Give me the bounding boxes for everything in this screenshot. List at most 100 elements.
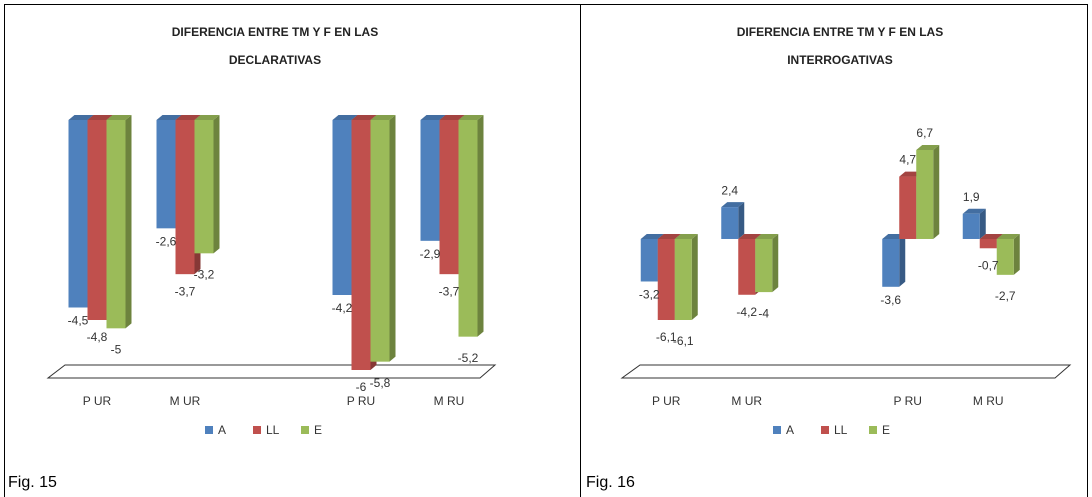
data-label: -0,7 bbox=[978, 258, 999, 272]
bar-top bbox=[68, 115, 94, 120]
bar bbox=[755, 238, 773, 293]
bar-side bbox=[1013, 233, 1020, 275]
bar-side bbox=[738, 202, 745, 239]
bar-top bbox=[721, 202, 745, 208]
panel bbox=[580, 4, 1088, 497]
bar bbox=[721, 207, 739, 239]
bar bbox=[351, 120, 371, 370]
legend-label: A bbox=[786, 423, 794, 437]
bar-top bbox=[106, 115, 132, 120]
x-tick-label: M UR bbox=[170, 394, 201, 408]
bar-top bbox=[194, 115, 220, 120]
data-label: -3,2 bbox=[639, 288, 660, 302]
bar bbox=[175, 120, 195, 275]
x-tick-label: P UR bbox=[652, 394, 681, 408]
bar-top bbox=[420, 115, 446, 120]
bar bbox=[194, 120, 214, 254]
bar bbox=[439, 120, 459, 275]
bar bbox=[738, 238, 756, 295]
bar bbox=[979, 238, 997, 249]
bar bbox=[899, 176, 917, 239]
chart-floor bbox=[46, 364, 497, 379]
data-label: -4,5 bbox=[68, 314, 89, 328]
data-label: -5 bbox=[111, 343, 122, 357]
bar-side bbox=[125, 115, 132, 329]
x-tick-label: P RU bbox=[347, 394, 375, 408]
bar-side bbox=[772, 233, 779, 293]
bar bbox=[996, 238, 1014, 275]
legend-label: E bbox=[314, 423, 322, 437]
data-label: 4,7 bbox=[899, 153, 916, 167]
bar-side bbox=[691, 233, 698, 320]
legend-label: LL bbox=[266, 423, 280, 437]
bar-top bbox=[156, 115, 182, 120]
legend-label: A bbox=[218, 423, 226, 437]
bar-side bbox=[389, 115, 396, 362]
figure-caption: Fig. 16 bbox=[586, 474, 635, 491]
bar bbox=[882, 238, 900, 287]
data-label: -5,8 bbox=[370, 376, 391, 390]
bar bbox=[370, 120, 390, 362]
bar-top bbox=[439, 115, 465, 120]
x-tick-label: P UR bbox=[83, 394, 112, 408]
x-tick-label: M RU bbox=[434, 394, 465, 408]
data-label: 1,9 bbox=[963, 190, 980, 204]
data-label: -4,2 bbox=[736, 305, 757, 319]
bar-top bbox=[962, 208, 986, 214]
x-tick-label: P RU bbox=[894, 394, 922, 408]
bar-side bbox=[477, 115, 484, 337]
legend-label: E bbox=[882, 423, 890, 437]
legend-swatch bbox=[869, 426, 877, 434]
legend-label: LL bbox=[834, 423, 848, 437]
bar bbox=[332, 120, 352, 295]
bar bbox=[962, 213, 980, 239]
bar-side bbox=[213, 115, 220, 254]
figure-caption: Fig. 15 bbox=[8, 474, 57, 491]
legend-swatch bbox=[821, 426, 829, 434]
bar-top bbox=[674, 233, 698, 239]
data-label: -2,6 bbox=[156, 235, 177, 249]
bar-top bbox=[87, 115, 113, 120]
bar-top bbox=[738, 233, 762, 239]
bar-top bbox=[175, 115, 201, 120]
legend-swatch bbox=[301, 426, 309, 434]
bar-top bbox=[458, 115, 484, 120]
bar-top bbox=[996, 233, 1020, 239]
data-label: -6,1 bbox=[673, 334, 694, 348]
bar-top bbox=[332, 115, 358, 120]
bar bbox=[87, 120, 107, 320]
data-label: -2,7 bbox=[995, 289, 1016, 303]
data-label: -5,2 bbox=[458, 351, 479, 365]
bar bbox=[68, 120, 88, 308]
bar-top bbox=[370, 115, 396, 120]
bar-top bbox=[916, 145, 940, 150]
x-tick-label: M UR bbox=[731, 394, 762, 408]
data-label: -3,6 bbox=[880, 293, 901, 307]
x-tick-label: M RU bbox=[973, 394, 1004, 408]
data-label: -4,2 bbox=[332, 301, 353, 315]
data-label: 6,7 bbox=[916, 126, 933, 140]
data-label: -4,8 bbox=[87, 330, 108, 344]
bar bbox=[420, 120, 440, 241]
bar bbox=[106, 120, 126, 329]
bar bbox=[458, 120, 478, 337]
bar bbox=[916, 150, 934, 239]
bar bbox=[640, 238, 658, 282]
bar-side bbox=[933, 145, 940, 239]
chart-title: DIFERENCIA ENTRE TM Y F EN LAS INTERROGA… bbox=[736, 25, 944, 67]
bar-side bbox=[899, 233, 906, 287]
bar-top bbox=[351, 115, 377, 120]
legend-swatch bbox=[253, 426, 261, 434]
chart-title: DIFERENCIA ENTRE TM Y F EN LAS DECLARATI… bbox=[171, 25, 379, 67]
bar bbox=[657, 238, 675, 320]
data-label: -4 bbox=[758, 306, 769, 320]
data-label: -3,7 bbox=[175, 284, 196, 298]
legend-swatch bbox=[773, 426, 781, 434]
legend-swatch bbox=[205, 426, 213, 434]
bar-side bbox=[979, 208, 986, 239]
chart-floor bbox=[620, 364, 1072, 379]
data-label: -6 bbox=[356, 380, 367, 394]
bar bbox=[674, 238, 692, 320]
